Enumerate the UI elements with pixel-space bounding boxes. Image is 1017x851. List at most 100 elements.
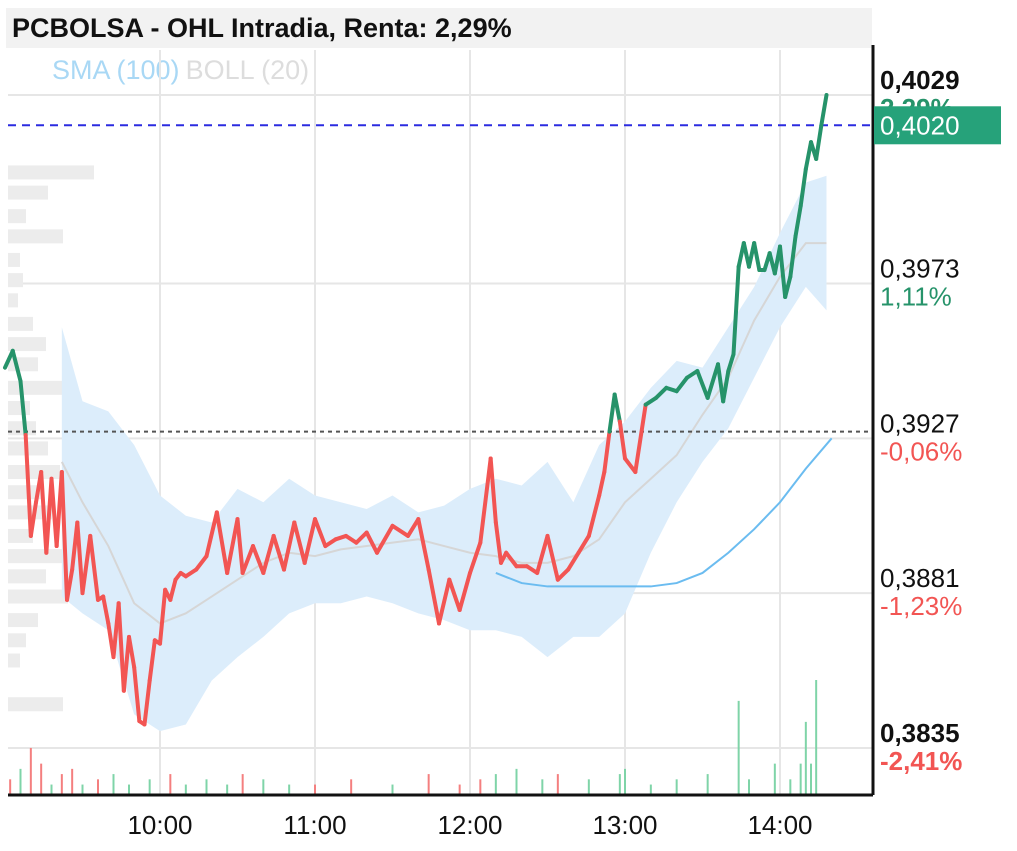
price-segment	[555, 567, 571, 582]
bollinger-area	[61, 175, 827, 732]
reference-line	[8, 124, 873, 433]
volume-profile-bar	[8, 653, 20, 668]
x-tick-label: 14:00	[747, 810, 812, 840]
price-segment	[23, 432, 33, 538]
y-pct-label: -2,41%	[880, 746, 962, 776]
price-segment	[602, 429, 612, 474]
price-segment	[65, 567, 75, 602]
volume-profile-bar	[8, 401, 30, 416]
price-segment	[127, 634, 137, 670]
price-segment	[80, 533, 93, 596]
last-price-tag-bg	[874, 106, 1001, 145]
price-segment	[437, 577, 452, 626]
price-segment	[406, 517, 421, 538]
volume-profile-bar	[8, 421, 36, 436]
price-segment	[282, 520, 297, 572]
price-segment	[597, 469, 607, 498]
price-segment	[535, 533, 550, 575]
volume-bars	[9, 680, 818, 795]
legend-boll[interactable]: BOLL (20)	[185, 55, 310, 85]
y-pct-label: 1,11%	[880, 281, 952, 311]
price-segment	[803, 140, 813, 172]
price-segment	[364, 530, 379, 555]
volume-profile-bar	[8, 613, 38, 628]
price-segment	[18, 379, 28, 437]
volume-profile-bar	[8, 316, 33, 331]
price-segment	[183, 567, 199, 579]
volume-profile-bar	[8, 357, 38, 372]
price-segment	[323, 537, 338, 549]
price-segment	[59, 469, 69, 602]
price-segment	[778, 244, 788, 299]
price-segment	[674, 375, 689, 394]
volume-profile-bar	[8, 337, 46, 352]
price-segment	[814, 123, 824, 161]
price-segment	[654, 385, 669, 400]
price-segment	[633, 402, 648, 474]
y-axis-labels: 0,40292,29%0,39731,11%0,3927-0,06%0,3881…	[880, 65, 962, 776]
x-tick-label: 13:00	[592, 810, 657, 840]
y-price-label: 0,3973	[880, 253, 960, 283]
price-segment	[617, 419, 627, 461]
y-pct-label: -1,23%	[880, 591, 962, 621]
price-segment	[116, 601, 126, 693]
price-segment	[158, 587, 168, 646]
price-segment	[685, 369, 700, 380]
volume-profile-bar	[8, 633, 26, 648]
last-price-tag: 0,4020	[874, 106, 1001, 145]
price-segment	[147, 638, 157, 683]
price-segment	[783, 274, 793, 299]
volume-profile-bar	[8, 697, 63, 712]
volume-profile-bar	[8, 165, 94, 180]
price-segment	[426, 567, 441, 626]
price-segment	[225, 517, 240, 575]
price-segment	[271, 533, 286, 572]
price-segment	[726, 352, 736, 374]
price-segment	[121, 634, 131, 693]
price-segment	[214, 510, 230, 575]
bollinger-middle-line	[60, 242, 827, 625]
price-segment	[731, 264, 741, 357]
price-segment	[819, 93, 829, 128]
price-segment	[10, 348, 23, 384]
price-segment	[344, 533, 359, 545]
price-segment	[752, 241, 762, 273]
price-segment	[447, 577, 462, 612]
axes	[8, 45, 875, 797]
price-segment	[292, 520, 307, 565]
price-segment	[798, 167, 808, 209]
volume-profile-bar	[8, 185, 48, 200]
y-price-label: 0,3881	[880, 563, 960, 593]
price-segment	[313, 517, 328, 549]
x-tick-label: 11:00	[283, 810, 346, 840]
volume-profile-bar	[8, 464, 60, 479]
sma-line	[495, 437, 833, 588]
last-price-tag-text: 0,4020	[880, 110, 960, 140]
price-segment	[235, 517, 245, 575]
price-segment	[390, 523, 410, 538]
price-segment	[101, 594, 111, 626]
indicator-legend: SMA (100) BOLL (20)	[52, 55, 309, 86]
volume-profile-bar	[8, 209, 26, 224]
price-segment	[623, 456, 638, 474]
volume-profile-bar	[8, 380, 63, 395]
price-segment	[240, 544, 255, 575]
price-segment	[643, 395, 658, 407]
price-segment	[88, 533, 100, 602]
price-segment	[695, 369, 710, 400]
volume-profile-bar	[8, 549, 70, 564]
price-segment	[576, 533, 591, 555]
legend-sma[interactable]: SMA (100)	[52, 55, 180, 85]
price-segment	[168, 577, 178, 602]
volume-profile-bar	[8, 485, 43, 500]
price-segment	[612, 392, 622, 424]
price-segment	[793, 204, 803, 239]
price-segment	[302, 517, 317, 565]
bollinger-band	[60, 175, 827, 732]
price-segment	[416, 517, 431, 572]
price-segment	[566, 550, 581, 572]
volume-profile-bar	[8, 528, 33, 543]
price-segment	[194, 554, 209, 572]
price-segment	[457, 570, 472, 612]
